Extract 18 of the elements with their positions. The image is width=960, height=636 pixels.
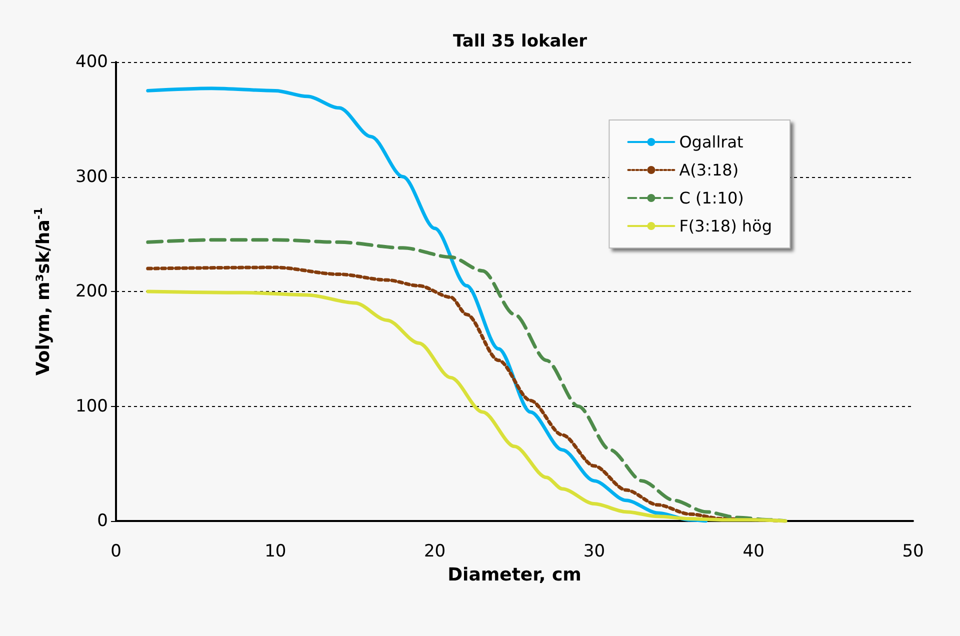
x-tick-label: 20 — [424, 542, 446, 562]
y-axis-title: Volym, m³sk/ha-1 — [32, 207, 54, 376]
legend-label: F(3:18) hög — [679, 216, 772, 236]
y-tick-label: 300 — [76, 166, 108, 187]
legend-label: C (1:10) — [679, 188, 744, 208]
legend-label: Ogallrat — [679, 132, 744, 152]
y-tick-label: 100 — [76, 396, 108, 416]
x-tick-label: 10 — [264, 542, 286, 562]
x-axis-title: Diameter, cm — [448, 564, 582, 586]
y-tick-label: 0 — [97, 511, 108, 531]
y-tick-label: 200 — [76, 282, 108, 302]
x-tick-label: 0 — [110, 542, 122, 562]
x-tick-label: 40 — [742, 542, 764, 562]
y-tick-label: 400 — [76, 52, 108, 72]
x-tick-label: 30 — [583, 542, 606, 562]
chart-title: Tall 35 lokaler — [452, 32, 588, 52]
legend-label: A(3:18) — [679, 160, 739, 180]
x-tick-label: 50 — [902, 542, 924, 562]
